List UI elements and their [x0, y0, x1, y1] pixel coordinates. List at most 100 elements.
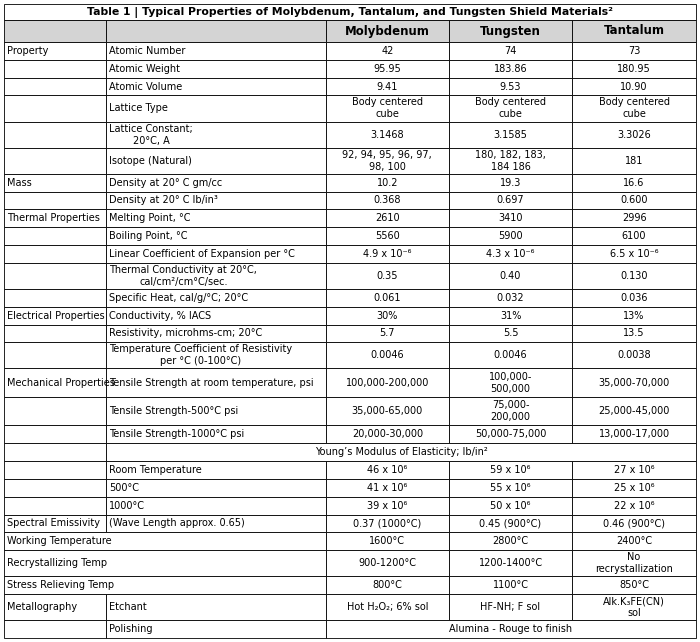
- Bar: [449, 191, 572, 209]
- Text: 13,000-17,000: 13,000-17,000: [598, 429, 670, 439]
- Bar: [4, 263, 106, 289]
- Bar: [572, 550, 696, 577]
- Text: 2800°C: 2800°C: [493, 536, 528, 546]
- Bar: [326, 369, 449, 397]
- Bar: [4, 550, 326, 577]
- Bar: [572, 342, 696, 369]
- Bar: [4, 191, 106, 209]
- Text: 75,000-
200,000: 75,000- 200,000: [491, 400, 531, 422]
- Bar: [4, 479, 106, 497]
- Text: Tantalum: Tantalum: [603, 24, 664, 37]
- Text: 1600°C: 1600°C: [370, 536, 405, 546]
- Bar: [572, 191, 696, 209]
- Text: 2400°C: 2400°C: [616, 536, 652, 546]
- Bar: [106, 209, 326, 227]
- Bar: [106, 96, 326, 121]
- Bar: [326, 497, 449, 514]
- Text: 19.3: 19.3: [500, 178, 522, 187]
- Text: 0.46 (900°C): 0.46 (900°C): [603, 519, 665, 528]
- Bar: [326, 263, 449, 289]
- Text: 100,000-200,000: 100,000-200,000: [346, 377, 429, 388]
- Bar: [326, 325, 449, 342]
- Text: 27 x 10⁶: 27 x 10⁶: [614, 465, 654, 475]
- Bar: [106, 42, 326, 60]
- Bar: [326, 209, 449, 227]
- Text: Specific Heat, cal/g/°C; 20°C: Specific Heat, cal/g/°C; 20°C: [109, 293, 248, 303]
- Text: 55 x 10⁶: 55 x 10⁶: [490, 483, 531, 493]
- Text: 39 x 10⁶: 39 x 10⁶: [368, 501, 407, 510]
- Bar: [4, 342, 106, 369]
- Text: 9.41: 9.41: [377, 82, 398, 92]
- Text: 180, 182, 183,
184 186: 180, 182, 183, 184 186: [475, 150, 546, 171]
- Text: 31%: 31%: [500, 311, 522, 320]
- Bar: [326, 514, 449, 532]
- Text: Body centered
cube: Body centered cube: [598, 98, 670, 119]
- Text: 0.061: 0.061: [374, 293, 401, 303]
- Text: Mechanical Properties: Mechanical Properties: [7, 377, 115, 388]
- Text: Table 1 | Typical Properties of Molybdenum, Tantalum, and Tungsten Shield Materi: Table 1 | Typical Properties of Molybden…: [87, 6, 613, 17]
- Bar: [449, 461, 572, 479]
- Text: 0.600: 0.600: [620, 196, 648, 205]
- Text: 41 x 10⁶: 41 x 10⁶: [368, 483, 407, 493]
- Bar: [106, 191, 326, 209]
- Bar: [449, 78, 572, 96]
- Text: Alumina - Rouge to finish: Alumina - Rouge to finish: [449, 624, 573, 634]
- Bar: [572, 461, 696, 479]
- Bar: [4, 497, 106, 514]
- Bar: [106, 307, 326, 325]
- Bar: [449, 325, 572, 342]
- Text: Room Temperature: Room Temperature: [109, 465, 202, 475]
- Bar: [4, 148, 106, 174]
- Bar: [106, 121, 326, 148]
- Text: 0.0038: 0.0038: [617, 351, 651, 360]
- Bar: [106, 342, 326, 369]
- Text: 10.90: 10.90: [620, 82, 648, 92]
- Text: Recrystallizing Temp: Recrystallizing Temp: [7, 558, 107, 568]
- Bar: [106, 594, 326, 620]
- Bar: [4, 532, 326, 550]
- Text: 0.35: 0.35: [377, 271, 398, 281]
- Bar: [449, 121, 572, 148]
- Text: Isotope (Natural): Isotope (Natural): [109, 156, 192, 166]
- Bar: [4, 20, 106, 42]
- Text: 0.036: 0.036: [620, 293, 648, 303]
- Bar: [326, 397, 449, 426]
- Bar: [4, 443, 106, 461]
- Bar: [572, 397, 696, 426]
- Bar: [106, 479, 326, 497]
- Bar: [572, 325, 696, 342]
- Bar: [572, 60, 696, 78]
- Bar: [106, 245, 326, 263]
- Bar: [4, 514, 106, 532]
- Text: 0.368: 0.368: [374, 196, 401, 205]
- Bar: [326, 174, 449, 191]
- Text: 22 x 10⁶: 22 x 10⁶: [614, 501, 654, 510]
- Text: 0.697: 0.697: [497, 196, 524, 205]
- Text: 2610: 2610: [375, 213, 400, 223]
- Bar: [449, 227, 572, 245]
- Text: 100,000-
500,000: 100,000- 500,000: [489, 372, 532, 394]
- Bar: [572, 148, 696, 174]
- Text: Mass: Mass: [7, 178, 31, 187]
- Text: 3.3026: 3.3026: [617, 130, 651, 139]
- Bar: [4, 174, 106, 191]
- Bar: [326, 191, 449, 209]
- Bar: [572, 577, 696, 594]
- Text: 5900: 5900: [498, 231, 523, 241]
- Bar: [572, 514, 696, 532]
- Text: Thermal Properties: Thermal Properties: [7, 213, 100, 223]
- Text: 0.45 (900°C): 0.45 (900°C): [480, 519, 542, 528]
- Text: 25,000-45,000: 25,000-45,000: [598, 406, 670, 416]
- Bar: [106, 369, 326, 397]
- Bar: [449, 497, 572, 514]
- Text: 46 x 10⁶: 46 x 10⁶: [368, 465, 407, 475]
- Bar: [326, 426, 449, 443]
- Bar: [4, 60, 106, 78]
- Bar: [449, 148, 572, 174]
- Text: 850°C: 850°C: [619, 580, 649, 590]
- Bar: [326, 20, 449, 42]
- Bar: [572, 20, 696, 42]
- Text: 16.6: 16.6: [624, 178, 645, 187]
- Bar: [4, 461, 106, 479]
- Bar: [4, 577, 326, 594]
